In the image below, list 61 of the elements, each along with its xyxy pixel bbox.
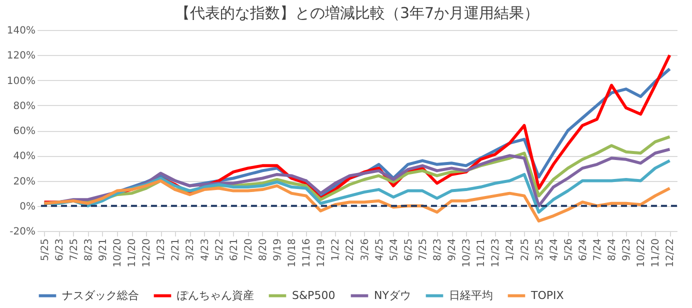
x-tick-label: 10/22 [636, 238, 648, 268]
legend-label: S&P500 [292, 288, 336, 302]
x-tick-label: 11/20 [127, 238, 138, 268]
x-tick-label: 10/23 [462, 238, 473, 268]
x-tick-label: 9/23 [622, 238, 633, 261]
x-tick-label: 7/25 [68, 238, 80, 261]
x-tick-label: 10/18 [287, 238, 298, 268]
legend-label: ぽんちゃん資産 [177, 288, 254, 302]
x-tick-label: 2/25 [520, 238, 531, 261]
x-tick-label: 5/22 [214, 238, 226, 261]
y-tick-label: 140% [6, 26, 36, 36]
x-tick-label: 6/25 [403, 238, 414, 261]
x-tick-label: 2/21 [170, 238, 182, 261]
x-tick-label: 12/19 [316, 238, 328, 268]
x-tick-label: 1/24 [505, 238, 516, 261]
y-tick-label: 0% [20, 201, 36, 212]
y-tick-label: 40% [13, 151, 36, 162]
x-tick-label: 1/23 [156, 238, 168, 261]
x-tick-label: 8/23 [432, 238, 444, 261]
y-tick-label: 120% [6, 50, 36, 62]
x-tick-label: 4/25 [374, 238, 386, 261]
x-tick-label: 1/22 [330, 238, 342, 261]
x-tick-label: 3/25 [534, 238, 546, 261]
x-tick-label: 7/20 [243, 238, 254, 261]
x-tick-label: 9/24 [447, 238, 458, 261]
x-tick-label: 5/24 [388, 238, 400, 261]
legend-label: 日経平均 [449, 288, 493, 302]
legend-label: TOPIX [530, 288, 564, 302]
x-tick-label: 6/23 [54, 238, 66, 261]
legend-label: ナスダック総合 [62, 288, 139, 302]
x-tick-label: 7/24 [592, 238, 604, 261]
y-tick-label: 80% [13, 100, 36, 112]
x-tick-label: 12/20 [142, 238, 153, 268]
x-tick-label: 11/21 [476, 238, 488, 268]
x-tick-label: 11/16 [302, 238, 313, 268]
y-tick-label: 100% [6, 76, 36, 87]
x-tick-label: 12/23 [490, 238, 502, 268]
chart-title: 【代表的な指数】との増減比較（3年7か月運用結果） [174, 4, 540, 22]
x-tick-label: 3/23 [185, 238, 196, 261]
x-tick-label: 9/21 [98, 238, 109, 261]
x-tick-label: 8/24 [607, 238, 618, 261]
x-tick-label: 12/22 [665, 238, 676, 268]
x-tick-label: 9/19 [272, 238, 284, 261]
line-series [42, 179, 672, 222]
x-tick-label: 11/20 [650, 238, 662, 268]
x-tick-label: 8/23 [83, 238, 94, 261]
y-tick-label: -20% [10, 226, 36, 238]
y-tick-label: 20% [13, 176, 36, 188]
legend-label: NYダウ [374, 288, 411, 302]
x-tick-label: 7/25 [418, 238, 429, 261]
y-tick-label: 60% [13, 126, 36, 137]
x-tick-label: 6/21 [228, 238, 240, 261]
x-tick-label: 4/23 [200, 238, 211, 261]
x-tick-label: 6/24 [578, 238, 589, 261]
x-tick-label: 5/25 [40, 238, 51, 261]
x-tick-label: 8/20 [258, 238, 269, 261]
x-tick-label: 10/20 [112, 238, 124, 268]
x-tick-label: 3/26 [360, 238, 371, 261]
x-tick-label: 5/26 [563, 238, 574, 261]
x-tick-label: 4/24 [548, 238, 560, 261]
x-tick-label: 2/22 [345, 238, 356, 261]
